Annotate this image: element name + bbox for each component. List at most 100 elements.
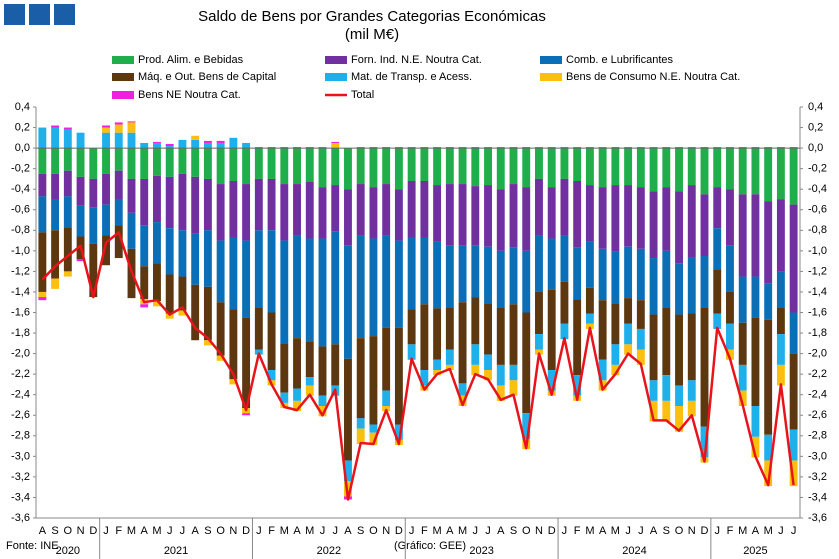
y-tick-label: -2,4	[11, 389, 30, 401]
x-tick-label: J	[714, 525, 720, 537]
bar-segment	[382, 148, 391, 185]
bar-segment	[293, 148, 301, 185]
bar-segment	[751, 194, 760, 277]
logo-block	[29, 4, 50, 25]
bar-segment	[318, 406, 327, 417]
bar-segment	[624, 246, 633, 299]
x-tick-label: J	[778, 525, 784, 537]
bar-segment	[560, 178, 569, 236]
x-tick-label: J	[103, 525, 109, 537]
legend-swatch	[112, 91, 134, 99]
legend-swatch	[325, 73, 347, 81]
x-tick-label: D	[395, 525, 403, 537]
bar-segment	[649, 147, 658, 149]
bar-segment	[280, 240, 289, 344]
bar-segment	[496, 250, 505, 308]
bar-segment	[203, 286, 212, 341]
x-tick-label: F	[268, 525, 275, 537]
year-label: 2020	[56, 545, 80, 557]
bar-segment	[687, 148, 696, 186]
x-tick-label: M	[764, 525, 773, 537]
bar-segment	[305, 182, 314, 239]
bar-segment	[598, 187, 607, 249]
bar-segment	[573, 299, 582, 376]
bar-segment	[356, 418, 365, 429]
bar-segment	[764, 319, 773, 435]
x-tick-label: M	[585, 525, 594, 537]
x-tick-label: N	[688, 525, 696, 537]
bar-segment	[496, 148, 505, 190]
bar-segment	[242, 184, 251, 241]
bar-segment	[726, 245, 734, 292]
bar-segment	[713, 148, 722, 188]
x-tick-label: S	[510, 525, 517, 537]
bar-segment	[585, 287, 594, 314]
bar-segment	[331, 142, 340, 149]
bar-segment	[280, 148, 289, 185]
bar-segment	[420, 237, 429, 305]
x-tick-label: A	[650, 525, 658, 537]
bar-segment	[560, 147, 569, 149]
bar-segment	[484, 303, 492, 355]
bar-segment	[178, 276, 187, 311]
bar-segment	[114, 225, 123, 259]
bar-segment	[700, 147, 709, 149]
bar-segment	[687, 380, 696, 401]
bar-segment	[382, 406, 391, 412]
bar-segment	[114, 132, 123, 149]
bar-segment	[153, 175, 161, 223]
y2-tick-label: 0,0	[808, 142, 823, 154]
x-tick-label: F	[727, 525, 734, 537]
bar-segment	[280, 184, 289, 241]
bar-segment	[114, 122, 123, 125]
bar-segment	[356, 184, 365, 236]
y-tick-label: 0,4	[15, 101, 30, 113]
bar-segment	[764, 283, 773, 320]
bar-segment	[433, 308, 442, 360]
bar-segment	[63, 127, 72, 130]
bar-segment	[344, 460, 352, 482]
bar-segment	[445, 147, 454, 149]
y-tick-label: -2,8	[11, 430, 30, 442]
x-tick-label: A	[599, 525, 607, 537]
bar-segment	[216, 240, 225, 303]
bar-segment	[153, 141, 161, 143]
bar-segment	[394, 424, 403, 440]
y2-tick-label: -0,2	[808, 163, 827, 175]
bar-segment	[293, 388, 301, 401]
bar-segment	[764, 460, 773, 487]
bar-segment	[789, 429, 798, 461]
bar-segment	[649, 314, 658, 381]
bar-segment	[598, 147, 607, 149]
legend-swatch	[540, 56, 562, 64]
bar-segment	[751, 317, 760, 407]
y-tick-label: -3,4	[11, 491, 30, 503]
bar-segment	[191, 148, 200, 177]
bar-segment	[700, 426, 709, 458]
bar-segment	[407, 237, 416, 310]
bar-segment	[318, 148, 327, 188]
bar-segment	[356, 235, 365, 339]
bar-segment	[254, 230, 263, 308]
bar-segment	[738, 147, 747, 149]
bar-segment	[496, 364, 505, 386]
y2-tick-label: -3,6	[808, 512, 827, 524]
bar-segment	[585, 148, 594, 186]
bar-segment	[611, 251, 620, 304]
bar-segment	[662, 147, 671, 149]
bar-segment	[344, 358, 352, 461]
bar-segment	[675, 148, 683, 192]
bar-segment	[662, 148, 671, 188]
logo-block	[4, 4, 25, 25]
bar-segment	[140, 304, 149, 308]
bar-segment	[535, 235, 543, 292]
x-tick-label: D	[242, 525, 250, 537]
bar-segment	[165, 146, 174, 149]
bar-segment	[293, 400, 301, 412]
bar-segment	[203, 340, 212, 346]
bar-segment	[535, 334, 543, 350]
bar-segment	[318, 346, 327, 396]
x-tick-label: D	[89, 525, 97, 537]
bar-segment	[267, 148, 276, 179]
bar-segment	[394, 189, 403, 241]
